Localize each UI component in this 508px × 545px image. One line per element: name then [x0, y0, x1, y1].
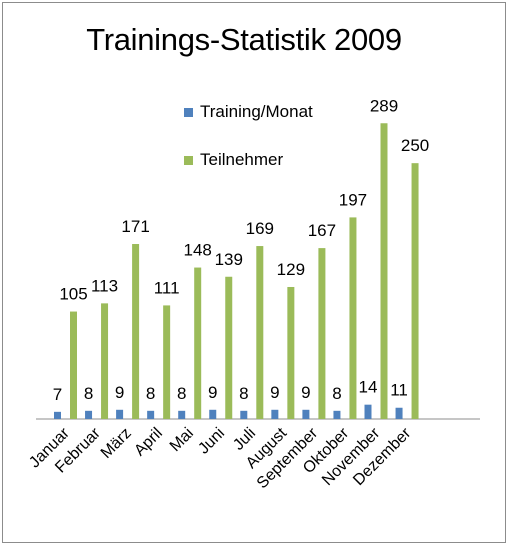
bar-teilnehmer-mai [194, 267, 202, 419]
bar-teilnehmer-juni [225, 276, 233, 419]
x-tick-label-juni: Juni [195, 425, 228, 458]
data-label-training-juni: 9 [208, 383, 217, 402]
data-label-teilnehmer-märz: 171 [121, 217, 149, 236]
data-label-teilnehmer-juni: 139 [215, 250, 243, 269]
data-label-training-märz: 9 [115, 383, 124, 402]
data-label-teilnehmer-januar: 105 [59, 285, 87, 304]
bar-teilnehmer-märz [132, 244, 140, 419]
data-label-training-oktober: 8 [332, 384, 341, 403]
data-label-teilnehmer-juli: 169 [246, 219, 274, 238]
legend-item-training: Training/Monat [184, 102, 313, 122]
x-tick-label-märz: März [98, 425, 135, 462]
data-label-teilnehmer-august: 129 [277, 260, 305, 279]
bar-training-märz [116, 409, 124, 419]
data-label-teilnehmer-september: 167 [308, 221, 336, 240]
legend-label-training: Training/Monat [200, 102, 313, 121]
bar-training-november [364, 404, 372, 419]
bar-training-april [147, 410, 155, 419]
data-label-training-august: 9 [270, 383, 279, 402]
data-label-teilnehmer-mai: 148 [184, 241, 212, 260]
bar-training-februar [85, 410, 93, 419]
data-label-training-dezember: 11 [390, 381, 408, 400]
bar-training-oktober [333, 410, 341, 419]
bar-teilnehmer-september [318, 248, 326, 419]
x-tick-label-mai: Mai [167, 425, 197, 455]
bar-training-dezember [395, 407, 403, 419]
bar-teilnehmer-februar [101, 303, 109, 419]
data-label-training-februar: 8 [84, 384, 93, 403]
data-label-training-mai: 8 [177, 384, 186, 403]
legend-swatch-teilnehmer [184, 155, 193, 165]
bar-teilnehmer-dezember [411, 163, 419, 419]
x-tick-label-april: April [131, 425, 166, 460]
bar-training-januar [54, 411, 61, 419]
data-label-teilnehmer-februar: 113 [91, 276, 118, 295]
data-label-training-november: 14 [359, 378, 378, 397]
legend-label-teilnehmer: Teilnehmer [200, 150, 284, 169]
bar-training-mai [178, 410, 186, 419]
data-label-training-juli: 8 [239, 384, 248, 403]
data-label-teilnehmer-oktober: 197 [339, 190, 367, 209]
data-label-teilnehmer-dezember: 250 [401, 136, 429, 155]
legend-swatch-training [184, 107, 193, 117]
bar-teilnehmer-november [380, 123, 388, 420]
chart-title: Trainings-Statistik 2009 [86, 22, 402, 57]
bar-training-juni [209, 409, 217, 419]
data-label-training-april: 8 [146, 384, 155, 403]
data-label-teilnehmer-november: 289 [370, 96, 398, 115]
data-label-teilnehmer-april: 111 [154, 278, 180, 297]
bar-teilnehmer-januar [70, 311, 77, 419]
bar-training-juli [240, 410, 248, 419]
bar-teilnehmer-august [287, 286, 295, 419]
bar-teilnehmer-juli [256, 246, 264, 419]
bar-teilnehmer-oktober [349, 217, 357, 419]
bar-training-september [302, 409, 310, 419]
data-label-training-januar: 7 [53, 385, 62, 404]
data-label-training-september: 9 [301, 383, 310, 402]
bar-training-august [271, 409, 279, 419]
legend-item-teilnehmer: Teilnehmer [184, 150, 283, 170]
bar-teilnehmer-april [163, 305, 171, 419]
